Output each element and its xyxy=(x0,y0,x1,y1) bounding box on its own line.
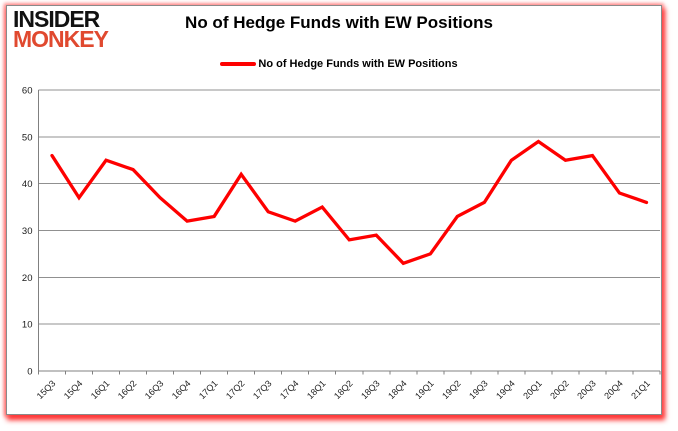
chart-title-row: No of Hedge Funds with EW Positions xyxy=(0,13,678,33)
svg-text:18Q1: 18Q1 xyxy=(305,378,328,401)
chart-title: No of Hedge Funds with EW Positions xyxy=(185,13,493,32)
svg-text:18Q2: 18Q2 xyxy=(332,378,355,401)
y-axis-labels: 0 10 20 30 40 50 60 xyxy=(22,86,33,378)
svg-text:16Q4: 16Q4 xyxy=(170,378,193,401)
svg-text:19Q4: 19Q4 xyxy=(494,378,517,401)
svg-text:60: 60 xyxy=(22,86,33,97)
legend-line-marker xyxy=(220,62,257,66)
svg-text:17Q4: 17Q4 xyxy=(278,378,301,401)
svg-text:17Q2: 17Q2 xyxy=(224,378,247,401)
svg-text:10: 10 xyxy=(22,320,33,331)
svg-text:16Q2: 16Q2 xyxy=(116,378,139,401)
svg-text:18Q3: 18Q3 xyxy=(359,378,382,401)
chart-legend: No of Hedge Funds with EW Positions xyxy=(0,58,678,70)
svg-text:20Q1: 20Q1 xyxy=(521,378,544,401)
svg-text:30: 30 xyxy=(22,226,33,237)
svg-text:20Q2: 20Q2 xyxy=(548,378,571,401)
logo-line-insider: INSIDER xyxy=(13,6,100,32)
svg-text:20Q4: 20Q4 xyxy=(602,378,625,401)
x-axis-labels: 15Q3 15Q4 16Q1 16Q2 16Q3 16Q4 17Q1 17Q2 17Q3 17Q4… xyxy=(35,378,652,401)
svg-text:21Q1: 21Q1 xyxy=(629,378,652,401)
series-line xyxy=(50,139,649,266)
svg-text:19Q1: 19Q1 xyxy=(413,378,436,401)
svg-text:15Q4: 15Q4 xyxy=(62,378,85,401)
svg-text:0: 0 xyxy=(27,367,32,378)
svg-text:18Q4: 18Q4 xyxy=(386,378,409,401)
svg-text:20: 20 xyxy=(22,273,33,284)
svg-text:19Q3: 19Q3 xyxy=(467,378,490,401)
svg-text:16Q3: 16Q3 xyxy=(143,378,166,401)
svg-text:40: 40 xyxy=(22,179,33,190)
svg-text:50: 50 xyxy=(22,132,33,143)
svg-text:15Q3: 15Q3 xyxy=(35,378,58,401)
svg-text:20Q3: 20Q3 xyxy=(575,378,598,401)
gridlines xyxy=(38,89,660,325)
svg-text:19Q2: 19Q2 xyxy=(440,378,463,401)
svg-text:17Q3: 17Q3 xyxy=(251,378,274,401)
svg-text:17Q1: 17Q1 xyxy=(197,378,220,401)
logo-line-monkey: MONKEY xyxy=(13,26,109,53)
svg-text:16Q1: 16Q1 xyxy=(89,378,112,401)
chart-frame xyxy=(6,5,662,415)
legend-label: No of Hedge Funds with EW Positions xyxy=(258,58,458,70)
axes xyxy=(38,90,661,375)
insider-monkey-logo: INSIDER MONKEY xyxy=(13,6,109,53)
